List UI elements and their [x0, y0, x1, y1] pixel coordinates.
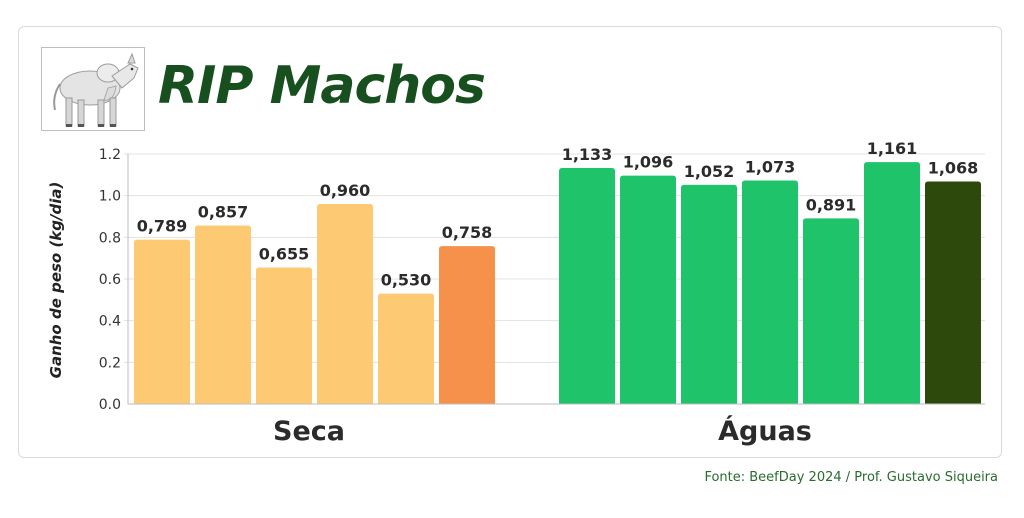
bar-value-label: 0,530: [381, 271, 432, 290]
bar-value-label: 1,161: [867, 139, 918, 158]
bar: [195, 225, 251, 404]
bar-value-label: 0,758: [442, 223, 493, 242]
source-credit: Fonte: BeefDay 2024 / Prof. Gustavo Siqu…: [704, 470, 998, 485]
bar: [620, 175, 676, 404]
y-tick-label: 0.0: [99, 397, 121, 413]
y-tick-label: 0.6: [99, 272, 121, 288]
bar-value-label: 1,068: [928, 159, 979, 178]
bar: [803, 218, 859, 404]
bar-value-label: 1,133: [562, 145, 613, 164]
bar-value-label: 0,960: [320, 181, 371, 200]
y-tick-label: 1.0: [99, 189, 121, 205]
bar-value-label: 0,891: [806, 195, 857, 214]
bar: [317, 204, 373, 404]
bar: [864, 162, 920, 404]
chart-title: RIP Machos: [158, 56, 486, 116]
bar: [742, 180, 798, 404]
bar: [559, 167, 615, 404]
y-tick-label: 0.4: [99, 314, 121, 330]
bar-value-label: 0,857: [198, 202, 249, 221]
bar-value-label: 0,655: [259, 245, 310, 264]
y-tick-label: 0.8: [99, 230, 121, 246]
nelore-bull-icon: [53, 52, 139, 127]
logo-box: [41, 47, 145, 131]
bar: [925, 181, 981, 404]
bar-value-label: 1,052: [684, 162, 735, 181]
bar: [256, 267, 312, 404]
bar-value-label: 0,789: [137, 217, 188, 236]
x-category-label: Águas: [718, 415, 812, 447]
y-tick-label: 1.2: [99, 147, 121, 163]
bar-value-label: 1,096: [623, 153, 674, 172]
bar: [378, 293, 434, 404]
y-tick-label: 0.2: [99, 355, 121, 371]
bar-value-label: 1,073: [745, 157, 796, 176]
bar: [439, 246, 495, 404]
bar: [681, 184, 737, 404]
x-category-label: Seca: [273, 416, 345, 447]
bar: [134, 239, 190, 404]
